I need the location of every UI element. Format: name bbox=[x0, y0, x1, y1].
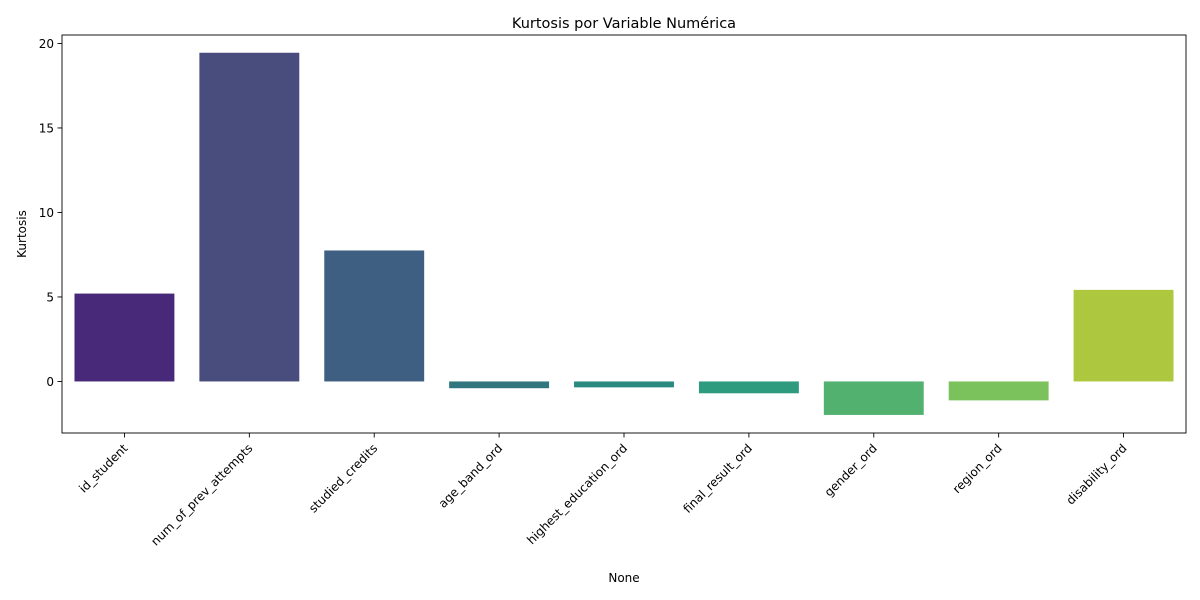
bar-age_band_ord bbox=[449, 381, 550, 389]
bar-gender_ord bbox=[823, 381, 924, 415]
bar-highest_education_ord bbox=[574, 381, 674, 388]
y-tick-label: 0 bbox=[46, 375, 54, 389]
y-tick-label: 5 bbox=[46, 290, 54, 304]
bars-group bbox=[74, 52, 1174, 415]
bar-disability_ord bbox=[1073, 289, 1174, 382]
y-axis-label: Kurtosis bbox=[15, 210, 29, 258]
bar-id_student bbox=[74, 293, 175, 382]
y-tick-label: 15 bbox=[39, 121, 54, 135]
bar-final_result_ord bbox=[698, 381, 799, 394]
y-tick-label: 20 bbox=[39, 37, 54, 51]
chart-title: Kurtosis por Variable Numérica bbox=[512, 16, 736, 32]
x-axis-label: None bbox=[608, 571, 639, 585]
bar-region_ord bbox=[948, 381, 1049, 401]
bar-studied_credits bbox=[324, 250, 425, 382]
bar-num_of_prev_attempts bbox=[199, 52, 300, 382]
y-tick-label: 10 bbox=[39, 206, 54, 220]
y-axis-ticks: 0 5 10 15 20 bbox=[39, 37, 62, 389]
plot-area-frame bbox=[61, 34, 1187, 434]
